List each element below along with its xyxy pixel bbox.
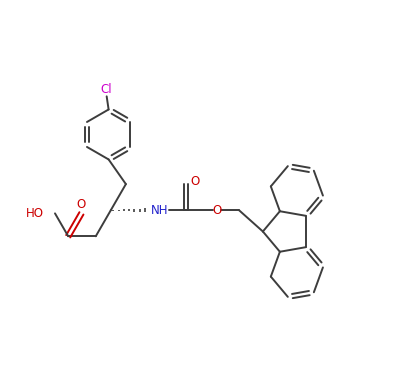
Text: Cl: Cl [101,83,113,96]
Text: NH: NH [151,204,169,217]
Text: O: O [190,175,199,188]
Text: HO: HO [25,207,43,220]
Text: O: O [77,198,86,211]
Text: O: O [213,204,222,217]
